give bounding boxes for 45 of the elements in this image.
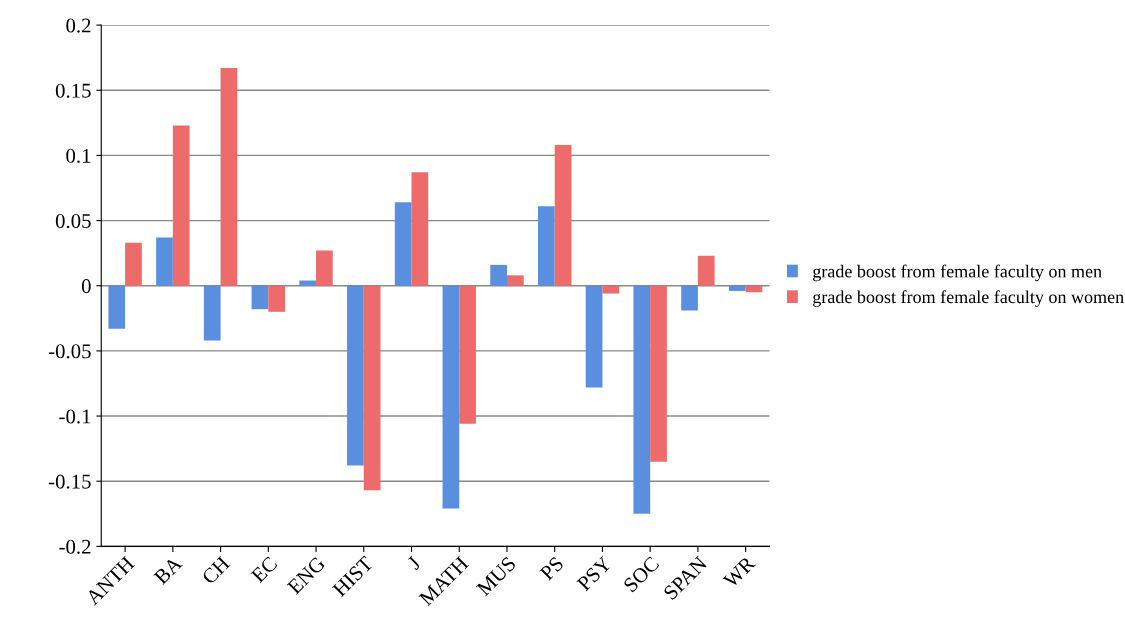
x-tick-label: CH — [201, 555, 231, 585]
bar — [506, 275, 524, 286]
bar — [585, 285, 603, 388]
bar — [411, 172, 429, 286]
x-tick-label: EC — [250, 555, 278, 584]
y-tick-label: 0.05 — [55, 213, 91, 229]
bar — [363, 285, 381, 491]
bar — [108, 285, 126, 329]
y-tick-label: -0.15 — [48, 474, 91, 489]
bar — [316, 250, 333, 286]
bar — [394, 202, 412, 286]
bar — [554, 145, 572, 286]
bar — [347, 285, 364, 466]
bar — [220, 68, 238, 286]
bar — [650, 285, 667, 462]
x-tick-label: SOC — [622, 555, 660, 593]
x-tick-label: PS — [539, 556, 565, 582]
y-tick-label: -0.05 — [48, 344, 91, 359]
y-tick-label: -0.2 — [59, 539, 91, 554]
bar — [633, 285, 651, 514]
legend-label: grade boost from female faculty on men — [813, 264, 1102, 282]
x-tick-label: BA — [153, 555, 184, 585]
bar — [459, 285, 476, 424]
bar — [125, 242, 142, 286]
bar — [156, 237, 173, 286]
x-tick-label: WR — [722, 555, 757, 589]
bar — [299, 280, 317, 286]
bar — [203, 285, 221, 341]
bar — [602, 285, 620, 294]
bar — [172, 125, 190, 286]
bar — [697, 255, 715, 286]
bar — [490, 264, 507, 286]
x-tick-label: J — [406, 555, 422, 571]
bar — [268, 285, 286, 312]
y-tick-label: 0 — [81, 279, 91, 294]
y-tick-label: 0.2 — [66, 18, 91, 33]
y-tick-label: -0.1 — [59, 409, 91, 424]
bar — [442, 285, 460, 509]
bar — [538, 206, 555, 286]
legend-label: grade boost from female faculty on women — [813, 290, 1124, 307]
bar — [728, 285, 746, 291]
bar — [251, 285, 269, 310]
y-tick-label: 0.15 — [55, 83, 91, 98]
bar — [681, 285, 698, 311]
y-tick-label: 0.1 — [66, 148, 91, 163]
